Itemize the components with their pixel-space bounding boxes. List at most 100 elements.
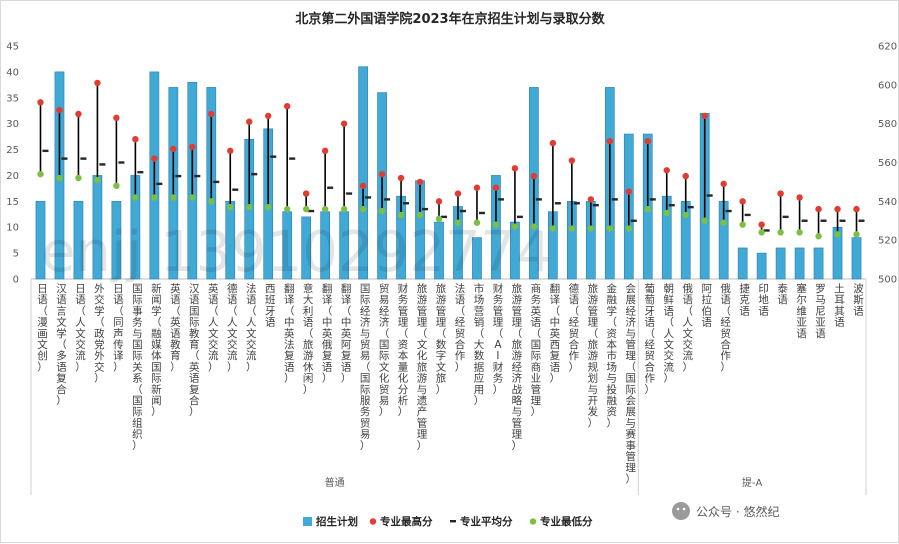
point-avg-score [289, 157, 296, 160]
y-left-tick-label: 10 [6, 223, 19, 234]
point-avg-score [554, 202, 561, 205]
point-min-score [359, 205, 367, 213]
bar-enrollment-plan [434, 221, 444, 280]
point-max-score [720, 180, 727, 188]
point-min-score [435, 215, 443, 223]
point-min-score [606, 225, 614, 232]
x-category-label: 旅游管理（文化旅游与遗产管理） [417, 282, 428, 452]
y-right-tick-label: 600 [878, 80, 897, 91]
point-min-score [834, 231, 841, 238]
point-min-score [340, 205, 348, 213]
legend-label: 专业最低分 [540, 515, 593, 528]
point-avg-score [403, 202, 410, 205]
point-min-score [796, 229, 803, 236]
point-max-score [170, 145, 177, 153]
x-category-label: 商务英语（国际商业管理） [531, 282, 542, 418]
point-max-score [227, 147, 234, 155]
point-min-score [397, 211, 405, 219]
point-avg-score [611, 198, 618, 201]
legend-label: 专业最高分 [380, 515, 433, 528]
point-max-score [492, 184, 500, 191]
bar-enrollment-plan [35, 201, 46, 280]
point-max-score [208, 110, 215, 118]
point-max-score [853, 205, 860, 213]
point-max-score [359, 182, 367, 189]
x-category-label: 阿拉伯语 [701, 283, 712, 329]
x-group-label: 普通 [325, 476, 345, 489]
point-min-score [75, 174, 82, 182]
point-min-score [663, 209, 670, 217]
point-avg-score [384, 198, 391, 201]
point-avg-score [858, 219, 865, 222]
point-avg-score [668, 204, 675, 207]
point-max-score [56, 106, 63, 114]
point-min-score [549, 225, 557, 232]
y-left-tick-label: 25 [6, 145, 19, 156]
point-max-score [777, 190, 784, 197]
point-min-score [568, 225, 576, 232]
point-max-score [549, 139, 557, 147]
point-min-score [302, 205, 310, 213]
legend-label: 专业平均分 [460, 515, 513, 528]
x-category-label: 汉语国际教育（英语复合） [189, 283, 200, 418]
point-min-score [473, 219, 481, 226]
bar-enrollment-plan [111, 201, 122, 280]
point-max-score [435, 198, 443, 205]
point-min-score [777, 229, 784, 236]
point-max-score [758, 221, 765, 228]
point-min-score [739, 221, 746, 228]
point-avg-score [118, 161, 125, 164]
point-max-score [265, 112, 272, 120]
point-avg-score [649, 198, 656, 201]
watermark-overlay: enjj 13910292774 [41, 220, 552, 285]
bar-enrollment-plan [851, 237, 862, 280]
point-max-score [815, 205, 822, 213]
y-left-tick-label: 15 [6, 197, 19, 208]
point-min-score [189, 194, 196, 201]
x-category-label: 葡萄牙语（经贸合作） [645, 282, 656, 396]
point-avg-score [175, 174, 182, 178]
point-min-score [37, 170, 44, 178]
point-min-score [94, 176, 101, 184]
point-min-score [132, 194, 139, 201]
y-left-tick-label: 0 [13, 275, 19, 286]
point-max-score [568, 157, 576, 164]
x-category-label: 西班牙语 [265, 283, 276, 329]
x-category-label: 旅游管理（旅游经济战略与管理） [512, 282, 523, 452]
point-avg-score [478, 211, 485, 215]
point-max-score [416, 178, 424, 186]
x-category-label: 俄语（经贸合作） [720, 283, 731, 373]
point-max-score [473, 184, 481, 191]
point-min-score [511, 223, 519, 230]
x-group-label: 提-A [742, 477, 763, 489]
x-category-label: 朝鲜语（人文交流） [663, 283, 674, 385]
point-avg-score [308, 209, 315, 213]
bar-enrollment-plan [301, 216, 312, 280]
point-avg-score [213, 180, 220, 184]
legend-swatch-min [529, 518, 537, 525]
point-max-score [113, 114, 120, 122]
x-category-label: 英语（英语教育） [170, 282, 181, 373]
point-avg-score [270, 155, 277, 158]
point-avg-score [839, 219, 846, 222]
point-min-score [151, 194, 158, 201]
point-min-score [492, 221, 500, 228]
y-right-tick-label: 620 [878, 42, 897, 53]
y-left-tick-label: 45 [6, 42, 19, 53]
point-max-score [340, 120, 348, 127]
x-category-label: 印地语 [758, 283, 769, 317]
legend-swatch-bar [303, 517, 312, 526]
x-category-label: 国际事务与国际关系（国际组织） [132, 283, 143, 452]
x-category-label: 日语（人文交流） [75, 283, 86, 373]
point-min-score [720, 219, 727, 226]
point-max-score [606, 137, 614, 145]
point-avg-score [137, 171, 144, 174]
point-avg-score [194, 174, 201, 178]
point-avg-score [630, 219, 637, 222]
x-category-label: 波斯语 [853, 282, 864, 317]
point-max-score [701, 112, 708, 120]
x-category-label: 塞尔维亚语 [796, 282, 807, 340]
point-min-score [853, 231, 860, 238]
